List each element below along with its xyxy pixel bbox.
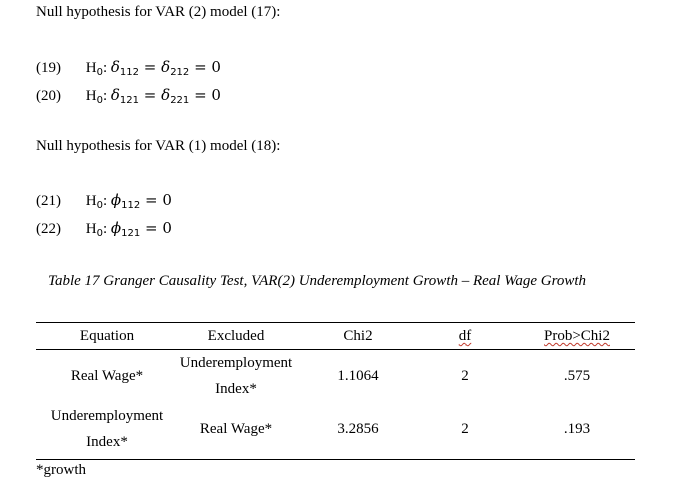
table-top-rule bbox=[36, 322, 635, 323]
h0-label: H0: bbox=[85, 221, 108, 239]
equation-19: (19) H0: δ112 = δ212 = 0 bbox=[36, 58, 221, 78]
header-df: df bbox=[458, 328, 472, 344]
h0-label: H0: bbox=[85, 60, 108, 78]
equation-22: (22) H0: ϕ121 = 0 bbox=[36, 219, 172, 239]
header-equation: Equation bbox=[79, 328, 135, 344]
equation-expression: δ121 = δ221 = 0 bbox=[110, 86, 221, 106]
equation-expression: δ112 = δ212 = 0 bbox=[110, 58, 221, 78]
table-row-2-prob: .193 bbox=[563, 421, 591, 437]
equation-21: (21) H0: ϕ112 = 0 bbox=[36, 191, 172, 211]
table-row-2-excluded: Real Wage* bbox=[199, 421, 273, 437]
h0-label: H0: bbox=[85, 88, 108, 106]
equation-number: (19) bbox=[36, 60, 61, 76]
table-bottom-rule bbox=[36, 459, 635, 460]
header-excluded: Excluded bbox=[207, 328, 265, 344]
table-caption: Table 17 Granger Causality Test, VAR(2) … bbox=[48, 273, 587, 289]
table-row-1-equation: Real Wage* bbox=[70, 368, 144, 384]
equation-expression: ϕ112 = 0 bbox=[110, 191, 172, 211]
section2-title: Null hypothesis for VAR (1) model (18): bbox=[36, 138, 281, 154]
table-row-1-prob: .575 bbox=[563, 368, 591, 384]
table-row-2-chi2: 3.2856 bbox=[337, 421, 379, 437]
table-header-rule bbox=[36, 349, 635, 350]
table-row-2-equation-line2: Index* bbox=[86, 434, 128, 450]
table-row-2-equation-line1: Underemployment bbox=[50, 408, 164, 424]
table-row-1-chi2: 1.1064 bbox=[337, 368, 379, 384]
header-chi2: Chi2 bbox=[343, 328, 373, 344]
equation-expression: ϕ121 = 0 bbox=[110, 219, 172, 239]
table-row-1-excluded-line2: Index* bbox=[215, 381, 257, 397]
table-row-1-excluded-line1: Underemployment bbox=[179, 355, 293, 371]
table-footnote: *growth bbox=[36, 462, 86, 478]
equation-number: (20) bbox=[36, 88, 61, 104]
equation-number: (22) bbox=[36, 221, 61, 237]
table-row-2-df: 2 bbox=[461, 421, 469, 437]
h0-label: H0: bbox=[85, 193, 108, 211]
equation-20: (20) H0: δ121 = δ221 = 0 bbox=[36, 86, 221, 106]
equation-number: (21) bbox=[36, 193, 61, 209]
header-prob: Prob>Chi2 bbox=[544, 328, 610, 344]
table-row-1-df: 2 bbox=[461, 368, 469, 384]
section1-title: Null hypothesis for VAR (2) model (17): bbox=[36, 4, 281, 20]
